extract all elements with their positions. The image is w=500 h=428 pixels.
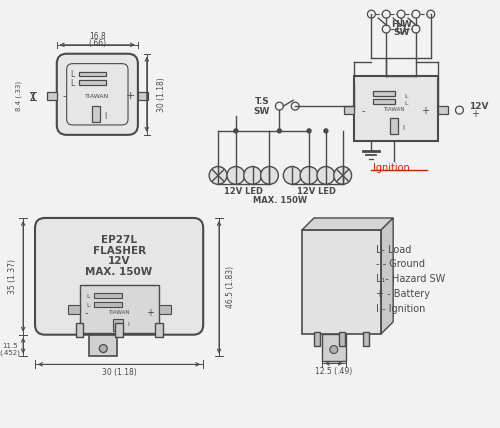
Text: - - Ground: - - Ground <box>376 259 426 270</box>
Bar <box>374 99 395 104</box>
Bar <box>92 106 100 122</box>
Text: L: L <box>404 101 408 106</box>
Bar <box>344 106 353 114</box>
Circle shape <box>227 166 245 184</box>
Text: 8.4 (.33): 8.4 (.33) <box>16 81 22 111</box>
Bar <box>154 323 162 337</box>
Text: L₁- Hazard SW: L₁- Hazard SW <box>376 274 446 284</box>
Text: L- Load: L- Load <box>376 245 412 255</box>
Text: L: L <box>70 70 74 79</box>
Text: +: + <box>146 308 154 318</box>
Text: (.66): (.66) <box>88 39 106 48</box>
Circle shape <box>234 129 238 133</box>
Text: I: I <box>127 322 129 327</box>
Text: -: - <box>62 91 66 101</box>
Polygon shape <box>302 218 393 230</box>
Text: Ignition: Ignition <box>374 163 410 173</box>
Bar <box>354 77 438 141</box>
Circle shape <box>334 166 351 184</box>
Bar <box>158 305 170 314</box>
Text: (.452): (.452) <box>0 349 20 356</box>
Text: 12V: 12V <box>108 256 130 267</box>
Bar <box>113 319 123 331</box>
Text: EP27L: EP27L <box>101 235 137 245</box>
Bar <box>78 71 106 77</box>
Bar <box>47 92 57 100</box>
Text: -: - <box>84 308 88 318</box>
Bar <box>76 323 84 337</box>
Text: L: L <box>86 294 90 299</box>
Bar <box>80 285 158 333</box>
Bar <box>322 334 345 361</box>
Circle shape <box>100 345 107 353</box>
Circle shape <box>209 166 227 184</box>
Bar <box>374 91 395 96</box>
Bar <box>94 293 122 298</box>
Circle shape <box>300 166 318 184</box>
Bar <box>338 332 344 345</box>
Bar <box>364 332 370 345</box>
Text: 12.5 (.49): 12.5 (.49) <box>315 367 352 376</box>
FancyBboxPatch shape <box>35 218 203 335</box>
Text: I - Ignition: I - Ignition <box>376 304 426 314</box>
Text: SW: SW <box>393 28 409 38</box>
Text: I: I <box>104 112 106 121</box>
Text: 46.5 (1.83): 46.5 (1.83) <box>226 266 235 308</box>
Text: 30 (1.18): 30 (1.18) <box>102 368 136 377</box>
Text: I: I <box>402 125 404 131</box>
Bar <box>78 80 106 86</box>
Text: TIAWAN: TIAWAN <box>108 310 130 315</box>
Text: T.S: T.S <box>254 97 270 106</box>
Text: 12V: 12V <box>470 102 489 111</box>
Circle shape <box>278 129 281 133</box>
Text: TIAWAN: TIAWAN <box>384 107 405 112</box>
Circle shape <box>317 166 335 184</box>
Text: 12V LED: 12V LED <box>224 187 264 196</box>
Text: 16.8: 16.8 <box>89 33 106 42</box>
Bar <box>68 305 80 314</box>
Text: MAX. 150W: MAX. 150W <box>86 268 152 277</box>
Text: 12V LED: 12V LED <box>298 187 337 196</box>
Bar <box>94 302 122 307</box>
Text: MAX. 150W: MAX. 150W <box>254 196 308 205</box>
Circle shape <box>307 129 311 133</box>
Bar <box>314 332 320 345</box>
Circle shape <box>324 129 328 133</box>
Circle shape <box>244 166 262 184</box>
Text: +: + <box>421 106 429 116</box>
Text: +: + <box>472 109 480 119</box>
Text: 30 (1.18): 30 (1.18) <box>157 77 166 112</box>
Bar <box>390 118 398 134</box>
Text: 35 (1.37): 35 (1.37) <box>8 259 17 294</box>
Polygon shape <box>382 218 393 334</box>
Circle shape <box>330 345 338 354</box>
Text: + - Battery: + - Battery <box>376 289 430 299</box>
Circle shape <box>284 166 301 184</box>
Bar <box>302 230 382 334</box>
FancyBboxPatch shape <box>57 54 138 135</box>
Text: L: L <box>86 303 90 307</box>
Text: H.W: H.W <box>390 20 411 29</box>
Bar <box>90 335 117 357</box>
Text: 11.5: 11.5 <box>2 342 18 348</box>
Text: TIAWAN: TIAWAN <box>85 94 110 99</box>
Bar <box>138 92 148 100</box>
Circle shape <box>260 166 278 184</box>
Text: FLASHER: FLASHER <box>92 246 146 256</box>
Text: L: L <box>70 79 74 88</box>
Bar <box>115 323 123 337</box>
Text: +: + <box>126 91 134 101</box>
Text: L: L <box>404 94 408 99</box>
Text: -: - <box>362 106 365 116</box>
Bar <box>438 106 448 114</box>
Text: SW: SW <box>253 107 270 116</box>
